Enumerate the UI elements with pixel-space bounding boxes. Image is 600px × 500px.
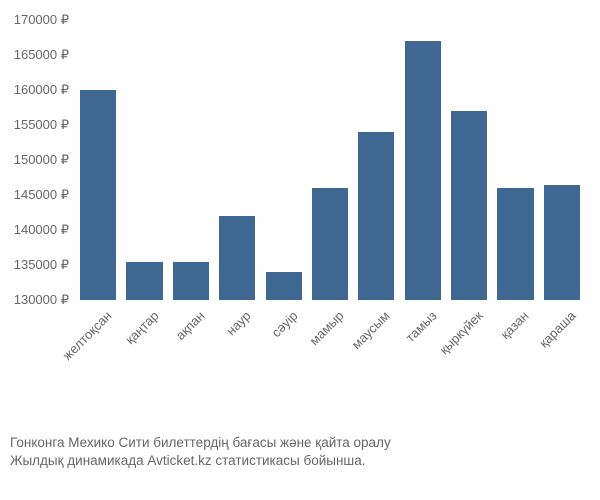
bar <box>173 262 209 301</box>
x-tick-label: қазан <box>498 308 532 342</box>
chart-caption: Гонконга Мехико Сити билеттердің бағасы … <box>10 434 590 470</box>
chart-plot-area <box>75 20 585 300</box>
caption-line-2: Жылдық динамикада Avticket.kz статистика… <box>10 452 590 470</box>
bar <box>497 188 533 300</box>
x-tick-label: қараша <box>536 308 578 350</box>
x-tick-label: маусым <box>349 308 393 352</box>
bar <box>451 111 487 300</box>
bar <box>266 272 302 300</box>
y-tick-label: 130000 ₽ <box>14 292 69 308</box>
y-tick-label: 145000 ₽ <box>14 187 69 203</box>
x-tick-label: мамыр <box>307 308 347 348</box>
x-tick-label: қаңтар <box>122 308 161 347</box>
x-tick-label: тамыз <box>402 308 439 345</box>
y-tick-label: 155000 ₽ <box>14 117 69 133</box>
bar <box>219 216 255 300</box>
x-tick-label: ақпан <box>173 308 208 343</box>
y-axis: 130000 ₽135000 ₽140000 ₽145000 ₽150000 ₽… <box>0 20 72 300</box>
y-tick-label: 160000 ₽ <box>14 82 69 98</box>
caption-line-1: Гонконга Мехико Сити билеттердің бағасы … <box>10 434 590 452</box>
bar <box>544 185 580 301</box>
y-tick-label: 170000 ₽ <box>14 12 69 28</box>
y-tick-label: 140000 ₽ <box>14 222 69 238</box>
y-tick-label: 135000 ₽ <box>14 257 69 273</box>
bar <box>358 132 394 300</box>
y-tick-label: 165000 ₽ <box>14 47 69 63</box>
y-tick-label: 150000 ₽ <box>14 152 69 168</box>
x-axis: желтоқсанқаңтарақпаннаурсәуірмамырмаусым… <box>75 302 585 422</box>
bar <box>405 41 441 300</box>
x-tick-label: қыркүйек <box>436 308 485 357</box>
x-tick-label: наур <box>224 308 254 338</box>
x-tick-label: желтоқсан <box>60 308 115 363</box>
bars-container <box>75 20 585 300</box>
bar <box>80 90 116 300</box>
bar <box>312 188 348 300</box>
x-tick-label: сәуір <box>268 308 300 340</box>
bar <box>126 262 162 301</box>
